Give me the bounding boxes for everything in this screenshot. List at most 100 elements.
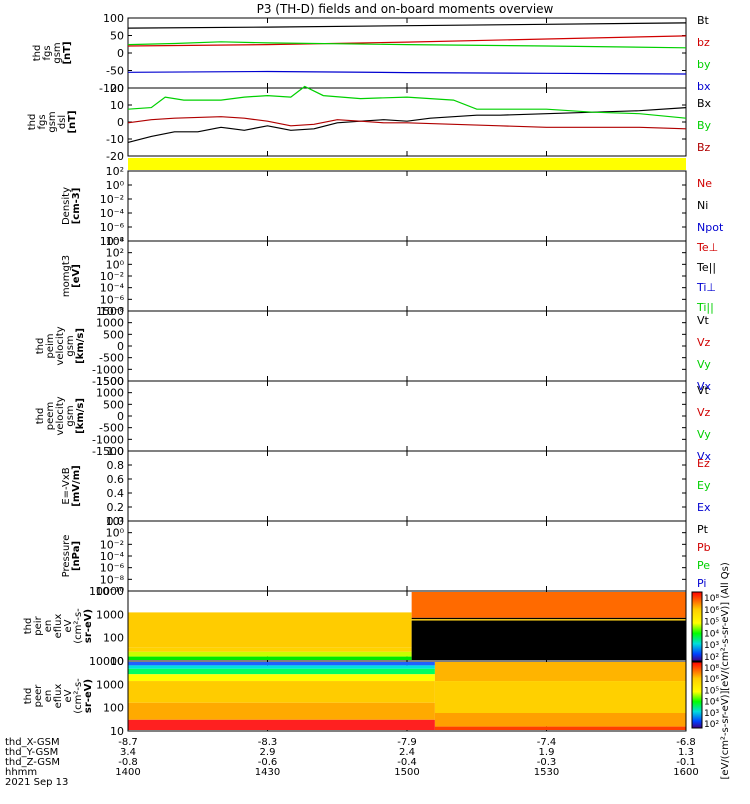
y-tick-label: 1000 [96, 317, 124, 330]
legend-pt: Pt [697, 523, 709, 536]
heatmap-cell [128, 674, 435, 682]
y-tick-label: 10⁻⁴ [100, 282, 125, 295]
legend-bx: bx [697, 80, 711, 93]
heatmap-cell [128, 665, 435, 669]
series-bz-line [127, 35, 687, 47]
y-label-line: velocity [55, 396, 66, 435]
heatmap-cell [434, 726, 686, 730]
colorbar-tick-label: 10⁸ [704, 664, 719, 674]
panel-fgs_gsm_nT: 100 50 0 -50 -100 thd fgs gsm [nT] Bt bz by bx [32, 12, 711, 95]
colorbar-label-text: [eV/(cm²-s-sr-eV)] [720, 690, 731, 779]
y-label-line: thd [27, 114, 38, 131]
x-row-value: 3.4 [120, 747, 136, 758]
x-row-value: 1400 [115, 767, 140, 778]
legend-bx: Bx [697, 97, 712, 110]
y-label: thd peim velocity gsm [km/s] [35, 326, 86, 365]
y-label-line: peir [33, 615, 44, 635]
y-label-line: [km/s] [75, 398, 86, 434]
colorbar-tick-label: 10³ [704, 709, 719, 719]
colorbar-tick-label: 10⁴ [704, 698, 719, 708]
y-tick-label: -100 [99, 82, 124, 95]
legend-bt: Bt [697, 14, 710, 27]
y-label-line: thd [35, 338, 46, 355]
x-row-value: 2.4 [399, 747, 415, 758]
x-row-label: thd_X-GSM [5, 737, 60, 748]
x-axis: thd_X-GSM -8.7 -8.3 -7.9 -7.4 -6.8 thd_Y-GSM 3.… [5, 737, 699, 788]
legend-by: by [697, 58, 711, 71]
y-label-line: Density [61, 187, 72, 225]
heatmap-cell [128, 681, 435, 703]
y-tick-label: 10 [110, 725, 124, 738]
y-tick-label: 10⁻¹⁰ [95, 585, 124, 598]
x-row-value: 1500 [394, 767, 419, 778]
colorbar-tick-label: 10⁵ [704, 618, 719, 628]
y-label: Density [cm-3] [61, 187, 82, 225]
y-label-line: [nT] [62, 41, 73, 64]
y-label: thd peem velocity gsm [km/s] [35, 396, 86, 435]
x-date: 2021 Sep 13 [5, 777, 68, 788]
y-tick-label: -50 [106, 65, 124, 78]
y-tick-label: 0.4 [107, 487, 125, 500]
y-label-line: gsm [52, 42, 63, 63]
x-row-value: -0.3 [537, 757, 557, 768]
y-tick-label: 10⁰ [106, 179, 125, 192]
y-label-line: [cm-3] [71, 188, 82, 225]
heatmap-cell [434, 662, 686, 682]
colorbar-tick-label: 10² [704, 653, 719, 663]
y-tick-label: 10⁰ [106, 527, 125, 540]
y-label-line: (cm²-s- [73, 608, 84, 644]
y-label-line: gsm [65, 405, 76, 426]
y-tick-label: -20 [106, 150, 124, 163]
panel-frame [127, 660, 687, 732]
x-row-value: -0.8 [118, 757, 138, 768]
y-tick-label: 1000 [96, 678, 124, 691]
series-bx-line [127, 70, 687, 75]
y-label: E=-VxB [mV/m] [61, 465, 82, 506]
y-tick-label: 0.6 [107, 473, 125, 486]
x-row-label: thd_Y-GSM [5, 747, 58, 758]
y-label-line: dsl [57, 115, 68, 129]
y-label-line: thd [32, 45, 43, 62]
y-tick-label: 10⁻² [100, 193, 124, 206]
legend-vx: Vx [697, 450, 712, 463]
x-row-value: -7.4 [537, 737, 557, 748]
legend-bz: Bz [697, 141, 711, 154]
y-tick-label: 10⁻⁸ [100, 305, 125, 318]
x-row-value: 1530 [534, 767, 559, 778]
panel-efield: 1.00.80.60.40.20.0 E=-VxB [mV/m] Ez Ey Ex [61, 445, 711, 528]
panel-peir_en_eflux: 10000 1000 100 10 thd peir en eflux eV (cm²-s-sr-… [23, 585, 687, 668]
y-tick-label: 10⁻⁴ [100, 207, 125, 220]
y-tick-label: 0 [117, 340, 124, 353]
x-row-value: -0.4 [397, 757, 417, 768]
panel-flag_bar [128, 158, 686, 170]
heatmap-cell [128, 656, 412, 660]
legend-vt: Vt [697, 314, 710, 327]
y-label-line: [mV/m] [71, 465, 82, 506]
y-label-line: en [43, 690, 54, 703]
y-label: Pressure [nPa] [61, 535, 82, 578]
y-label-line: eV [63, 619, 74, 632]
heatmap-cell [128, 668, 435, 675]
y-tick-label: 500 [103, 328, 124, 341]
legend-pi: Pi [697, 577, 706, 590]
y-label-line: velocity [55, 326, 66, 365]
panel-frame [127, 450, 687, 522]
legend-bz: bz [697, 36, 710, 49]
y-tick-label: 10² [106, 247, 124, 260]
y-label: thd fgs gsm dsl [nT] [27, 110, 78, 133]
colorbar-strip [691, 591, 703, 662]
y-tick-label: 100 [103, 12, 124, 25]
y-tick-label: 10⁴ [106, 235, 125, 248]
y-tick-label: 50 [110, 30, 124, 43]
x-row-value: 1.9 [539, 747, 555, 758]
y-label-line: [nPa] [71, 541, 82, 571]
y-label-line: eflux [53, 684, 64, 709]
y-tick-label: -1000 [92, 363, 124, 376]
heatmap-cell [411, 617, 686, 620]
legend-pe: Pe [697, 559, 710, 572]
legend-vy: Vy [697, 358, 711, 371]
series-by-line [127, 41, 687, 49]
panel-frame [127, 17, 687, 89]
